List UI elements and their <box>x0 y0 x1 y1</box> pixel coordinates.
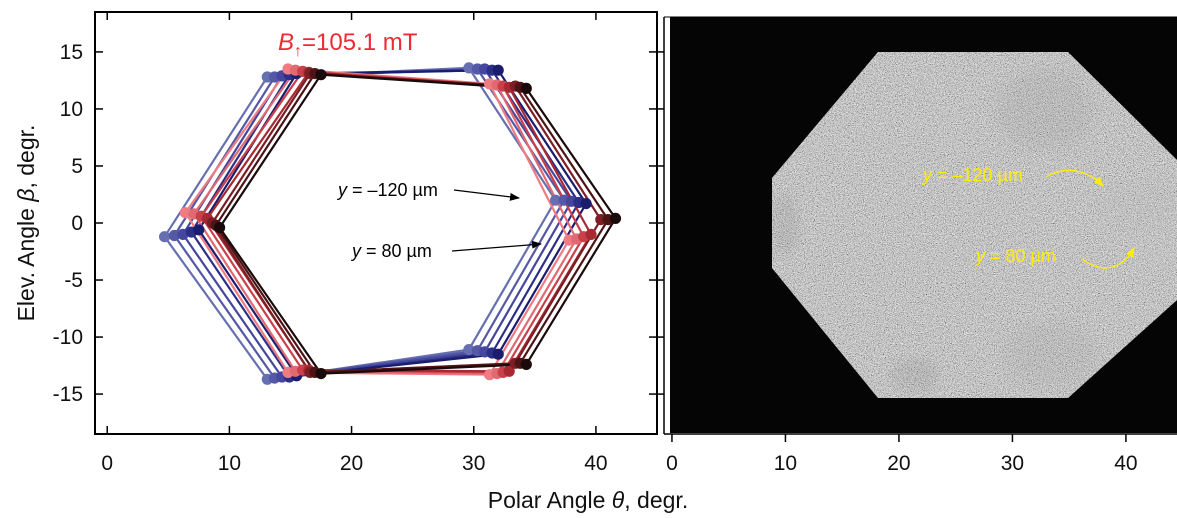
right-annotation-80-text: = 80 µm <box>985 246 1056 266</box>
left-x-ticks: 0 10 20 30 40 <box>101 12 608 475</box>
right-y-ticks <box>656 51 664 395</box>
y-tick-label: -10 <box>53 326 83 349</box>
x-tick-label: 0 <box>666 452 678 475</box>
left-annotation-minus120-text: = –120 µm <box>347 180 438 200</box>
left-annotation-minus120: y = –120 µm <box>336 180 438 200</box>
data-point <box>315 69 327 81</box>
data-point <box>177 228 189 240</box>
right-annotation-80-var: y <box>974 246 986 266</box>
data-point <box>159 231 171 243</box>
left-arrow-minus120 <box>453 189 520 201</box>
data-point <box>580 198 592 210</box>
field-label-symbol: B <box>278 29 294 56</box>
detector-image <box>772 52 1177 398</box>
left-y-axis-label: Elev. Angle β, degr. <box>13 125 39 322</box>
right-annotation-minus120: y = –120 µm <box>921 165 1023 185</box>
y-tick-label: -5 <box>64 269 83 292</box>
x-tick-label: 0 <box>101 452 113 475</box>
y-tick-label: 5 <box>71 155 83 178</box>
x-tick-label: 40 <box>1114 452 1137 475</box>
left-annotation-80: y = 80 µm <box>350 241 432 261</box>
x-axis-label: Polar Angle θ, degr. <box>488 487 688 513</box>
left-annotation-80-var: y <box>350 241 362 261</box>
x-tick-label: 20 <box>340 452 363 475</box>
x-tick-label: 30 <box>462 452 485 475</box>
data-point <box>168 229 180 242</box>
x-tick-label: 40 <box>584 452 607 475</box>
x-tick-label: 10 <box>218 452 241 475</box>
data-point <box>463 344 475 356</box>
y-tick-label: -15 <box>53 383 83 406</box>
field-label-subscript: ↑ <box>294 43 302 60</box>
series-group <box>159 62 622 385</box>
simulation-plot: 0 10 20 30 40 15 10 5 0 -5 -10 -15 B↑=105.1 mT y =… <box>13 11 658 475</box>
data-point <box>520 358 532 370</box>
left-annotation-80-text: = 80 µm <box>361 241 432 261</box>
x-tick-label: 30 <box>1001 452 1024 475</box>
right-x-ticks: 0 10 20 30 40 <box>666 434 1138 475</box>
data-point <box>214 222 226 234</box>
data-point <box>492 348 504 360</box>
right-arrow-minus120 <box>1045 169 1104 187</box>
series-line <box>206 71 593 373</box>
left-arrow-80 <box>451 240 542 252</box>
right-annotation-minus120-var: y <box>921 165 933 185</box>
data-point <box>492 64 504 76</box>
data-point <box>463 62 475 74</box>
data-point <box>520 82 532 94</box>
x-tick-label: 10 <box>774 452 797 475</box>
left-annotation-minus120-var: y <box>336 180 348 200</box>
detector-image-plot: 0 10 20 30 40 y = –120 µm y = 80 µm <box>656 16 1177 475</box>
right-arrow-80 <box>1081 247 1135 269</box>
data-point <box>550 194 562 206</box>
data-point <box>179 207 191 219</box>
data-point <box>503 365 515 377</box>
data-point <box>585 228 597 240</box>
left-y-ticks: 15 10 5 0 -5 -10 -15 <box>53 41 657 406</box>
x-tick-label: 20 <box>887 452 910 475</box>
right-annotation-minus120-text: = –120 µm <box>932 165 1023 185</box>
y-tick-label: 0 <box>71 212 83 235</box>
data-point <box>193 224 205 236</box>
y-tick-label: 10 <box>60 98 83 121</box>
right-annotation-80: y = 80 µm <box>974 246 1056 266</box>
data-point <box>609 212 622 224</box>
data-point <box>315 368 327 380</box>
field-label-value: =105.1 mT <box>302 29 418 56</box>
field-label: B↑=105.1 mT <box>278 29 418 60</box>
y-tick-label: 15 <box>60 41 83 64</box>
